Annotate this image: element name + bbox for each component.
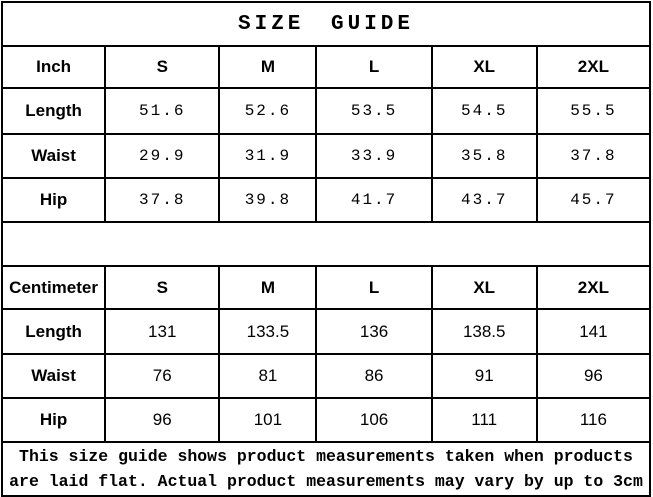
size-header-l: L [315, 45, 433, 89]
footer-note-line2: are laid flat. Actual product measuremen… [9, 472, 643, 491]
cm-unit-label: Centimeter [0, 265, 107, 310]
cell-cm-waist-l: 86 [315, 353, 433, 399]
cell-inch-length-m: 52.6 [218, 87, 318, 135]
cm-length-row: Length 131 133.5 136 138.5 141 [0, 308, 652, 355]
cell-inch-length-xl: 54.5 [430, 87, 538, 135]
cell-cm-waist-2xl: 96 [535, 353, 652, 399]
size-header-2xl: 2XL [535, 265, 652, 310]
size-header-s: S [104, 265, 221, 310]
cell-inch-waist-s: 29.9 [104, 133, 221, 179]
cell-inch-hip-m: 39.8 [218, 177, 318, 223]
inch-unit-label: Inch [0, 45, 107, 89]
cell-inch-waist-xl: 35.8 [430, 133, 538, 179]
size-header-xl: XL [430, 265, 538, 310]
cell-inch-hip-l: 41.7 [315, 177, 433, 223]
size-header-s: S [104, 45, 221, 89]
inch-waist-row: Waist 29.9 31.9 33.9 35.8 37.8 [0, 133, 652, 179]
size-header-m: M [218, 45, 318, 89]
page-title: SIZE GUIDE [1, 1, 651, 47]
size-header-xl: XL [430, 45, 538, 89]
cell-inch-length-l: 53.5 [315, 87, 433, 135]
inch-length-row: Length 51.6 52.6 53.5 54.5 55.5 [0, 87, 652, 135]
cell-inch-length-s: 51.6 [104, 87, 221, 135]
size-header-m: M [218, 265, 318, 310]
inch-header-row: Inch S M L XL 2XL [0, 45, 652, 89]
cell-cm-hip-l: 106 [315, 397, 433, 443]
size-header-2xl: 2XL [535, 45, 652, 89]
cell-cm-length-s: 131 [104, 308, 221, 355]
row-label-waist: Waist [0, 133, 107, 179]
cell-inch-waist-l: 33.9 [315, 133, 433, 179]
cm-header-row: Centimeter S M L XL 2XL [0, 265, 652, 310]
cell-cm-waist-m: 81 [218, 353, 318, 399]
footer-note-line1: This size guide shows product measuremen… [19, 447, 633, 466]
cell-cm-waist-s: 76 [104, 353, 221, 399]
cell-cm-hip-xl: 111 [430, 397, 538, 443]
cell-inch-hip-2xl: 45.7 [535, 177, 652, 223]
cell-cm-length-l: 136 [315, 308, 433, 355]
cell-inch-hip-s: 37.8 [104, 177, 221, 223]
cell-inch-length-2xl: 55.5 [535, 87, 652, 135]
cm-hip-row: Hip 96 101 106 111 116 [0, 397, 652, 443]
cell-inch-waist-m: 31.9 [218, 133, 318, 179]
footer-row: This size guide shows product measuremen… [1, 441, 651, 497]
cell-cm-waist-xl: 91 [430, 353, 538, 399]
cell-cm-hip-2xl: 116 [535, 397, 652, 443]
cell-cm-hip-s: 96 [104, 397, 221, 443]
row-label-hip: Hip [0, 177, 107, 223]
row-label-waist: Waist [0, 353, 107, 399]
cell-inch-waist-2xl: 37.8 [535, 133, 652, 179]
row-label-length: Length [0, 308, 107, 355]
cm-waist-row: Waist 76 81 86 91 96 [0, 353, 652, 399]
cell-cm-hip-m: 101 [218, 397, 318, 443]
title-row: SIZE GUIDE [1, 1, 651, 47]
footer-note: This size guide shows product measuremen… [1, 441, 651, 497]
cell-cm-length-2xl: 141 [535, 308, 652, 355]
inch-hip-row: Hip 37.8 39.8 41.7 43.7 45.7 [0, 177, 652, 223]
spacer-row [1, 221, 651, 267]
spacer-cell [1, 221, 651, 267]
cell-inch-hip-xl: 43.7 [430, 177, 538, 223]
row-label-hip: Hip [0, 397, 107, 443]
cell-cm-length-xl: 138.5 [430, 308, 538, 355]
row-label-length: Length [0, 87, 107, 135]
size-header-l: L [315, 265, 433, 310]
cell-cm-length-m: 133.5 [218, 308, 318, 355]
